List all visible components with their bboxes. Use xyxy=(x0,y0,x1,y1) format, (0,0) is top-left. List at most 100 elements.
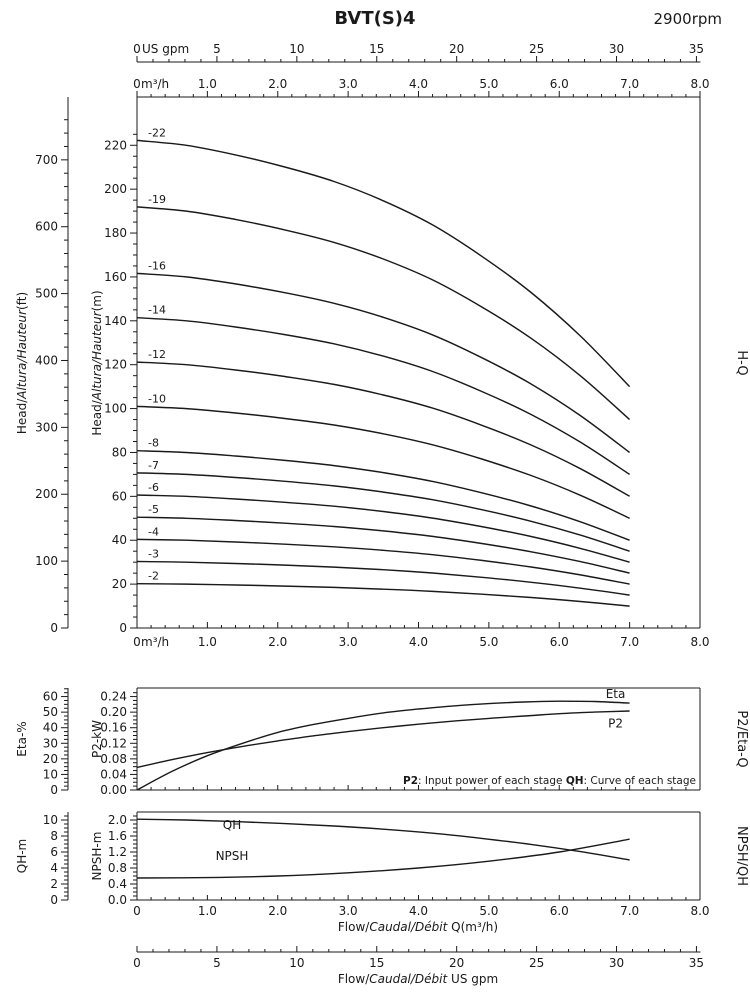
curve-Eta xyxy=(136,700,630,791)
top-m3h-tick-label: 3.0 xyxy=(339,77,358,91)
c3-x-tick-label: 3.0 xyxy=(339,904,358,918)
c3-x-tick-label: 7.0 xyxy=(620,904,639,918)
qh-axis-label: 10 xyxy=(43,813,58,827)
ft-axis-label: 700 xyxy=(35,153,58,167)
eta-axis-title: Eta-% xyxy=(15,721,29,756)
main-x-tick-label: 4.0 xyxy=(409,635,428,649)
main-x-tick-label: 7.0 xyxy=(620,635,639,649)
m-axis-label: 220 xyxy=(104,138,127,152)
eta-axis-label: 60 xyxy=(43,690,58,704)
top-gpm-tick-label: 30 xyxy=(609,42,624,56)
npshqh-right-label: NPSH/QH xyxy=(734,826,749,886)
qh-axis-label: 6 xyxy=(50,845,58,859)
curve--22 xyxy=(136,139,631,388)
m-axis-label: 120 xyxy=(104,358,127,372)
qh-axis-label: 2 xyxy=(50,877,58,891)
stage-label--3: -3 xyxy=(148,548,159,561)
ft-axis-label: 500 xyxy=(35,287,58,301)
curve-label-NPSH: NPSH xyxy=(216,849,249,863)
top-m3h-tick-label: 2.0 xyxy=(268,77,287,91)
curve-P2 xyxy=(136,710,630,769)
p2-axis-label: 0.00 xyxy=(100,783,127,797)
curve--4 xyxy=(136,538,630,585)
m-axis-label: 20 xyxy=(112,577,127,591)
p2-axis-label: 0.20 xyxy=(100,705,127,719)
stage-label--10: -10 xyxy=(148,392,166,405)
eta-axis-label: 0 xyxy=(50,783,58,797)
m-axis-label: 0 xyxy=(119,621,127,635)
eta-axis-label: 40 xyxy=(43,721,58,735)
stage-label--14: -14 xyxy=(148,304,166,317)
m-axis-label: 180 xyxy=(104,226,127,240)
bottom-gpm-tick-label: 15 xyxy=(369,956,384,970)
note-text: P2: Input power of each stage QH: Curve … xyxy=(403,775,696,787)
p2eta-right-label: P2/Eta-Q xyxy=(734,710,749,767)
qh-axis-label: 0 xyxy=(50,893,58,907)
ft-axis-label: 600 xyxy=(35,220,58,234)
m-axis-label: 40 xyxy=(112,533,127,547)
p2-axis-label: 0.24 xyxy=(100,690,127,704)
curve--19 xyxy=(136,206,631,421)
top-gpm-unit: US gpm xyxy=(142,42,189,56)
top-gpm-tick-label: 10 xyxy=(289,42,304,56)
curve--14 xyxy=(136,316,630,476)
curve-label-QH: QH xyxy=(223,818,241,832)
top-gpm-tick-label: 25 xyxy=(529,42,544,56)
c3-x-tick-label: 5.0 xyxy=(479,904,498,918)
stage-label--22: -22 xyxy=(148,126,166,139)
bottom-gpm-tick-label: 10 xyxy=(289,956,304,970)
p2-axis-title: P2-kW xyxy=(90,720,104,758)
top-m3h-unit: m³/h xyxy=(141,77,169,91)
stage-label--19: -19 xyxy=(148,193,166,206)
c3-caption: Flow/Caudal/Débit Q(m³/h) xyxy=(338,920,498,934)
top-gpm-tick-label: 35 xyxy=(689,42,704,56)
c3-x-tick-label: 1.0 xyxy=(198,904,217,918)
m-axis-label: 200 xyxy=(104,182,127,196)
curve-NPSH xyxy=(136,838,630,879)
eta-axis-label: 50 xyxy=(43,705,58,719)
m-axis-label: 100 xyxy=(104,402,127,416)
qh-axis-label: 4 xyxy=(50,861,58,875)
npsh-axis-label: 1.6 xyxy=(108,829,127,843)
ft-axis-label: 200 xyxy=(35,487,58,501)
main-x-unit: m³/h xyxy=(141,635,169,649)
top-m3h-tick-label: 1.0 xyxy=(198,77,217,91)
curve-label-P2: P2 xyxy=(608,717,623,731)
bottom-gpm-tick-label: 35 xyxy=(689,956,704,970)
c3-x-tick-label: 4.0 xyxy=(409,904,428,918)
main-x-tick-label: 6.0 xyxy=(550,635,569,649)
top-gpm-tick-label: 20 xyxy=(449,42,464,56)
stage-label--2: -2 xyxy=(148,570,159,583)
npsh-axis-label: 1.2 xyxy=(108,845,127,859)
stage-label--16: -16 xyxy=(148,259,166,272)
m-axis-label: 140 xyxy=(104,314,127,328)
p2-axis-label: 0.12 xyxy=(100,736,127,750)
ft-axis-label: 400 xyxy=(35,353,58,367)
main-x-tick-label: 8.0 xyxy=(690,635,709,649)
top-gpm-tick-label: 5 xyxy=(213,42,221,56)
curve--16 xyxy=(136,272,631,454)
curve--2 xyxy=(136,582,630,607)
stage-label--7: -7 xyxy=(148,459,159,472)
stage-label--12: -12 xyxy=(148,348,166,361)
bottom-gpm-tick-label: 5 xyxy=(213,956,221,970)
curve--3 xyxy=(136,560,630,596)
bottom-gpm-tick-label: 0 xyxy=(133,956,141,970)
curve--7 xyxy=(136,472,630,552)
curve--5 xyxy=(136,516,630,574)
curve-label-Eta: Eta xyxy=(606,687,626,701)
p2-axis-label: 0.08 xyxy=(100,752,127,766)
top-m3h-tick-label: 8.0 xyxy=(690,77,709,91)
eta-axis-label: 30 xyxy=(43,736,58,750)
npsh-axis-title: NPSH-m xyxy=(90,832,104,881)
main-x-tick-label: 3.0 xyxy=(339,635,358,649)
stage-label--5: -5 xyxy=(148,503,159,516)
npsh-axis-label: 0.0 xyxy=(108,893,127,907)
c3-x-tick-label: 0 xyxy=(133,904,141,918)
curve--8 xyxy=(136,449,630,541)
eta-axis-label: 10 xyxy=(43,767,58,781)
top-gpm-tick-label: 15 xyxy=(369,42,384,56)
ft-axis-label: 0 xyxy=(50,621,58,635)
